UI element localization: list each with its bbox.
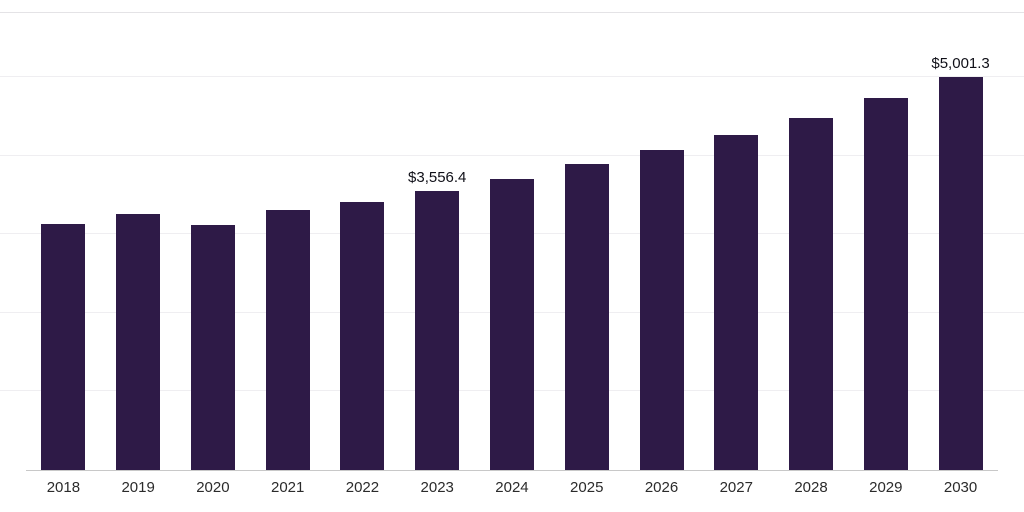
- bar-group-2019: [101, 14, 176, 470]
- bar-2027: [714, 135, 759, 470]
- data-label-2030: $5,001.3: [931, 55, 990, 73]
- bar-group-2030: $5,001.3: [923, 14, 998, 470]
- x-tick-2021: 2021: [270, 479, 305, 496]
- bar-group-2024: [475, 14, 550, 470]
- x-tick-2019: 2019: [121, 479, 155, 496]
- x-tick-2028: 2028: [794, 479, 828, 496]
- bars-container: $3,556.4 $5,001.3: [26, 14, 998, 470]
- bar-2021: [265, 210, 310, 470]
- bar-group-2020: [176, 14, 251, 470]
- gridline-5000: [0, 76, 1024, 78]
- x-tick-2029: 2029: [869, 479, 903, 496]
- bar-group-2027: [699, 14, 774, 470]
- bar-group-2021: [250, 14, 325, 470]
- data-label-2023: $3,556.4: [408, 168, 467, 186]
- bar-group-2028: [774, 14, 849, 470]
- bar-group-2022: [325, 14, 400, 470]
- x-tick-2020: 2020: [196, 479, 230, 496]
- bar-2020: [190, 224, 235, 470]
- gridline-5820: [0, 12, 1024, 13]
- bar-2022: [340, 201, 385, 470]
- bar-2024: [489, 179, 534, 470]
- bar-2025: [564, 164, 609, 470]
- bar-2019: [116, 214, 161, 470]
- x-tick-2030: 2030: [943, 479, 978, 496]
- gridline-4000: [0, 154, 1024, 156]
- bar-group-2023: $3,556.4: [400, 14, 475, 470]
- x-tick-2025: 2025: [570, 479, 604, 496]
- bar-2026: [639, 150, 684, 470]
- x-tick-2024: 2024: [495, 479, 529, 496]
- x-tick-2026: 2026: [644, 479, 679, 496]
- bar-2029: [863, 98, 908, 470]
- bar-2030: [938, 77, 983, 470]
- bar-2023: [415, 190, 460, 470]
- bar-group-2025: [549, 14, 624, 470]
- x-tick-2018: 2018: [46, 479, 81, 496]
- x-tick-2023: 2023: [420, 479, 454, 496]
- plot-area: $3,556.4 $5,001.3: [0, 12, 1024, 471]
- bar-2028: [789, 118, 834, 470]
- bar-group-2029: [848, 14, 923, 470]
- bar-group-2018: [26, 14, 101, 470]
- x-tick-2027: 2027: [719, 479, 753, 496]
- x-axis: 2018 2019 2020 2021 2022 2023 2024 2025 2026 2027…: [26, 479, 998, 496]
- x-tick-2022: 2022: [345, 479, 380, 496]
- bar-2018: [41, 224, 86, 470]
- bar-group-2026: [624, 14, 699, 470]
